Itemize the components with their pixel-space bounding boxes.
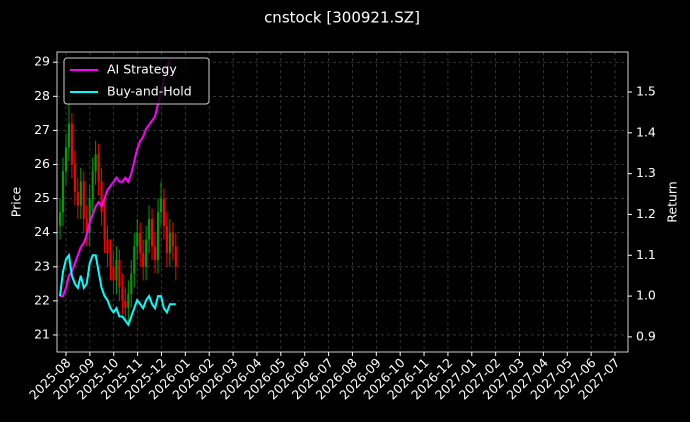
candle-body	[100, 181, 103, 213]
y2-tick-label: 1.1	[636, 247, 656, 262]
y2-tick-label: 1.3	[636, 165, 656, 180]
y2-tick-label: 1.5	[636, 84, 656, 99]
candle-body	[97, 154, 100, 182]
candle-body	[76, 191, 79, 206]
y2-tick-label: 1.4	[636, 124, 656, 139]
y2-tick-label: 1.0	[636, 288, 656, 303]
candle-body	[73, 164, 76, 192]
legend-box	[63, 57, 210, 105]
candle-body	[148, 219, 151, 240]
candle-body	[127, 294, 130, 308]
candle-body	[79, 181, 82, 206]
candle-body	[61, 171, 65, 213]
y2-tick-label: 0.9	[636, 328, 656, 343]
candle-body	[70, 123, 73, 165]
candle-body	[168, 232, 171, 254]
legend-label: Buy-and-Hold	[107, 84, 192, 99]
chart-title: cnstock [300921.SZ]	[264, 9, 420, 27]
y-tick-label: 27	[34, 122, 50, 137]
candle-body	[162, 198, 165, 226]
candle-body	[156, 212, 160, 260]
y2-tick-label: 1.2	[636, 206, 656, 221]
candle-body	[153, 246, 157, 260]
candle-body	[118, 259, 121, 288]
candle-body	[171, 232, 174, 247]
y-axis-label: Price	[9, 186, 24, 217]
candle-body	[115, 259, 118, 281]
candle-body	[159, 198, 162, 213]
candle-body	[94, 154, 97, 172]
candle-body	[106, 239, 109, 254]
candle-body	[121, 287, 124, 301]
candle-body	[103, 212, 106, 240]
plot-frame	[56, 51, 629, 353]
y2-axis-label: Return	[665, 181, 680, 222]
y-tick-label: 24	[34, 224, 50, 239]
y-tick-label: 25	[34, 190, 50, 205]
candle-body	[130, 273, 133, 295]
candle-body	[58, 212, 62, 226]
candle-body	[88, 198, 91, 233]
line-series	[60, 58, 171, 298]
candle-body	[174, 246, 177, 267]
y-tick-label: 28	[34, 88, 50, 103]
legend-label: AI Strategy	[107, 62, 177, 77]
candle-body	[64, 147, 68, 172]
candle-body	[165, 225, 168, 254]
y-tick-label: 22	[34, 292, 50, 307]
candle-body	[136, 232, 139, 247]
line-series	[59, 252, 176, 327]
candle-body	[85, 219, 88, 233]
candle-body	[109, 253, 112, 267]
candle-body	[91, 171, 94, 199]
candle-body	[139, 232, 142, 254]
y-tick-label: 21	[34, 326, 50, 341]
y-tick-label: 26	[34, 156, 50, 171]
candle-body	[124, 300, 127, 308]
candle-body	[67, 123, 70, 148]
candle-body	[133, 246, 136, 274]
candle-body	[142, 253, 145, 267]
candle-body	[112, 266, 115, 281]
candle-body	[145, 239, 148, 267]
y-tick-label: 29	[34, 54, 50, 69]
candle-body	[151, 219, 154, 247]
y-tick-label: 23	[34, 258, 50, 273]
candle-body	[82, 181, 85, 220]
